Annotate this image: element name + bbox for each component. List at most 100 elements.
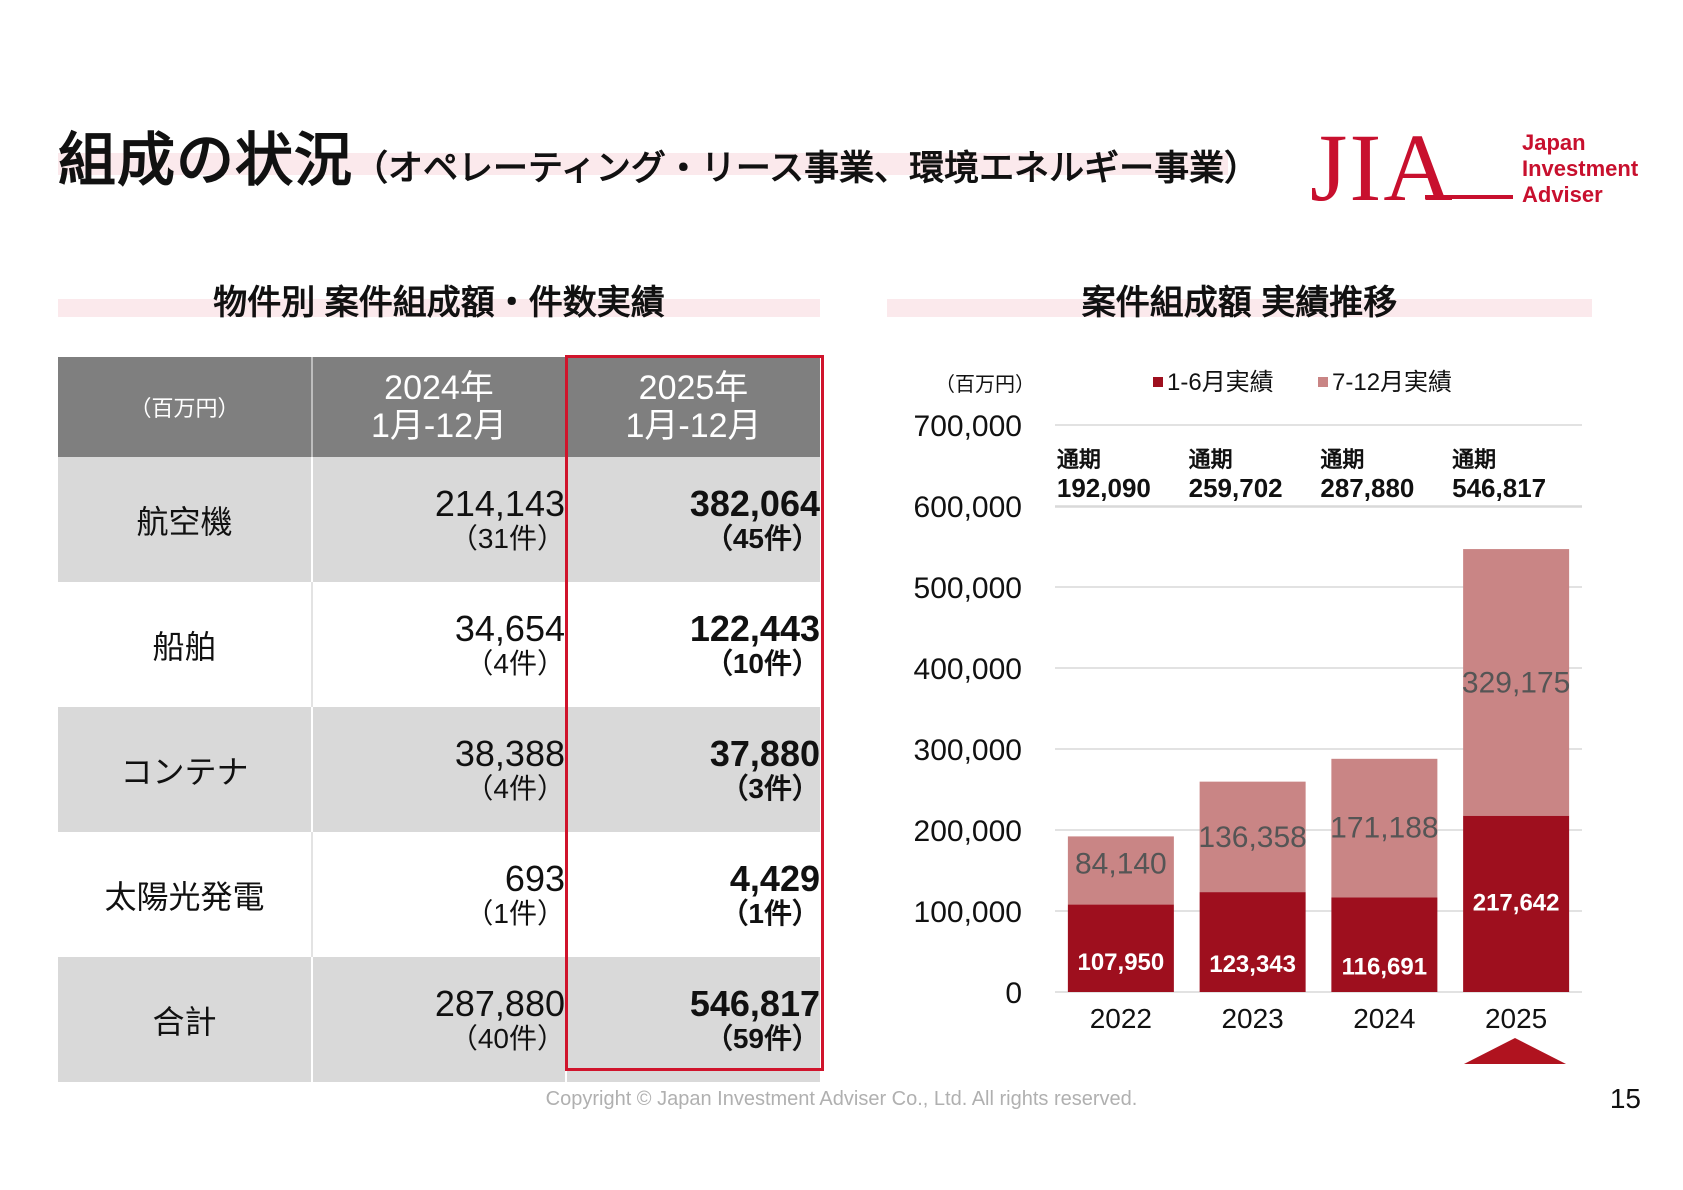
title-underline: [58, 153, 1228, 175]
y-tick-label: 300,000: [914, 734, 1022, 767]
y-axis-labels: 0 100,000 200,000 300,000 400,000 500,000 600,…: [914, 410, 1022, 1010]
cell-count: （31件）: [449, 522, 565, 554]
unit-header: （百万円）: [58, 357, 313, 457]
cell-count: （3件）: [720, 772, 820, 804]
y-tick-label: 100,000: [914, 896, 1022, 929]
x-axis-labels: 2022 2023 2024 2025: [1090, 1003, 1548, 1034]
total-prefix: 通期: [1057, 447, 1101, 472]
data-label: 136,358: [1198, 821, 1306, 854]
total-value: 259,702: [1189, 473, 1283, 503]
cell-value: 382,064: [689, 482, 820, 524]
cell-value: 693: [504, 857, 565, 899]
column-header-2024: 2024年 1月-12月: [312, 357, 567, 457]
legend-swatch: [1153, 377, 1163, 387]
bar-segment: [1331, 897, 1438, 992]
data-label: 123,343: [1209, 951, 1296, 978]
cell-2025: 546,817 （59件）: [566, 957, 820, 1082]
title-subtitle: （オペレーティング・リース事業、環境エネルギー事業）: [353, 149, 1260, 188]
cell-2024: 693 （1件）: [312, 832, 567, 957]
bar-segment: [1463, 815, 1570, 992]
unit-label: （百万円）: [935, 373, 1035, 396]
data-label: 84,140: [1075, 847, 1167, 880]
total-prefix: 通期: [1320, 447, 1364, 472]
total-prefix: 通期: [1189, 447, 1233, 472]
data-labels: 107,950 84,140 123,343 136,358 116,691 171,18…: [1075, 666, 1570, 980]
cell-2025: 122,443 （10件）: [566, 582, 820, 707]
table-row: 船舶 34,654 （4件） 122,443 （10件）: [58, 582, 820, 707]
data-label: 329,175: [1462, 666, 1570, 699]
bar-segment: [1199, 892, 1306, 992]
cell-count: （4件）: [465, 772, 565, 804]
logo-line-3: Adviser: [1522, 182, 1603, 207]
data-label: 217,642: [1473, 890, 1560, 917]
cell-count: （4件）: [465, 647, 565, 679]
highlight-arrow: [1464, 1038, 1566, 1064]
table-heading: 物件別 案件組成額・件数実績: [213, 284, 665, 322]
cell-count: （40件）: [449, 1022, 565, 1054]
page-title: 組成の状況（オペレーティング・リース事業、環境エネルギー事業）: [58, 132, 1259, 190]
cell-value: 122,443: [689, 607, 820, 649]
page-number: 15: [1609, 1083, 1641, 1114]
cell-count: （45件）: [704, 522, 820, 554]
cell-count: （10件）: [704, 647, 820, 679]
logo-line-2: Investment: [1522, 156, 1639, 181]
y-tick-label: 0: [1005, 977, 1022, 1010]
row-category: コンテナ: [58, 707, 313, 832]
cell-2024: 34,654 （4件）: [312, 582, 567, 707]
bar-segment: [1199, 781, 1306, 893]
cell-value: 4,429: [729, 857, 820, 899]
table-heading-band: [58, 299, 820, 317]
chart-heading-band: [887, 299, 1592, 317]
y-tick-label: 400,000: [914, 653, 1022, 686]
column-year: 2024年: [384, 369, 494, 407]
bar-segment: [1067, 836, 1174, 905]
stacked-bar-chart: 0 100,000 200,000 300,000 400,000 500,000 600,…: [914, 369, 1582, 1034]
chart-heading: 案件組成額 実績推移: [1081, 284, 1398, 322]
y-tick-label: 700,000: [914, 410, 1022, 443]
column-header-2025: 2025年 1月-12月: [566, 357, 820, 457]
legend-swatch: [1318, 377, 1328, 387]
cell-2024: 287,880 （40件）: [312, 957, 567, 1082]
column-period: 1月-12月: [625, 407, 762, 445]
logo-text: Japan Investment Adviser: [1522, 130, 1638, 208]
total-value: 287,880: [1320, 473, 1414, 503]
legend-label: 7-12月実績: [1332, 369, 1452, 396]
cell-2025: 382,064 （45件）: [566, 457, 820, 582]
row-category: 船舶: [58, 582, 313, 707]
cell-count: （1件）: [720, 897, 820, 929]
cell-2024: 38,388 （4件）: [312, 707, 567, 832]
data-label: 171,188: [1330, 811, 1438, 844]
cell-value: 214,143: [434, 482, 565, 524]
table-header-row: （百万円） 2024年 1月-12月 2025年 1月-12月: [58, 357, 820, 457]
row-category: 航空機: [58, 457, 313, 582]
table-row: 太陽光発電 693 （1件） 4,429 （1件）: [58, 832, 820, 957]
results-table: （百万円） 2024年 1月-12月 2025年 1月-12月 航空機 214,…: [58, 357, 820, 1082]
cell-value: 38,388: [454, 732, 565, 774]
table-row: コンテナ 38,388 （4件） 37,880 （3件）: [58, 707, 820, 832]
cell-count: （59件）: [704, 1022, 820, 1054]
data-label: 116,691: [1342, 954, 1427, 981]
bar-segment: [1067, 904, 1174, 992]
legend-label: 1-6月実績: [1167, 369, 1274, 396]
cell-value: 37,880: [709, 732, 820, 774]
legend: （百万円） 1-6月実績 7-12月実績: [935, 369, 1452, 396]
cell-2025: 37,880 （3件）: [566, 707, 820, 832]
logo-mark: JIA: [1310, 114, 1455, 221]
column-period: 1月-12月: [370, 407, 508, 445]
bar-segment: [1331, 758, 1438, 898]
total-value: 192,090: [1057, 473, 1151, 503]
x-tick-label: 2023: [1221, 1003, 1283, 1034]
bars: [1067, 549, 1570, 992]
total-prefix: 通期: [1452, 447, 1496, 472]
bar-segment: [1463, 549, 1570, 816]
x-tick-label: 2024: [1353, 1003, 1415, 1034]
copyright: Copyright © Japan Investment Adviser Co.…: [545, 1088, 1138, 1110]
cell-count: （1件）: [465, 897, 565, 929]
x-tick-label: 2025: [1485, 1003, 1547, 1034]
y-tick-label: 600,000: [914, 491, 1022, 524]
logo-line-1: Japan: [1522, 130, 1586, 155]
cell-value: 34,654: [454, 607, 565, 649]
row-category: 合計: [58, 957, 313, 1082]
cell-value: 546,817: [689, 982, 820, 1024]
